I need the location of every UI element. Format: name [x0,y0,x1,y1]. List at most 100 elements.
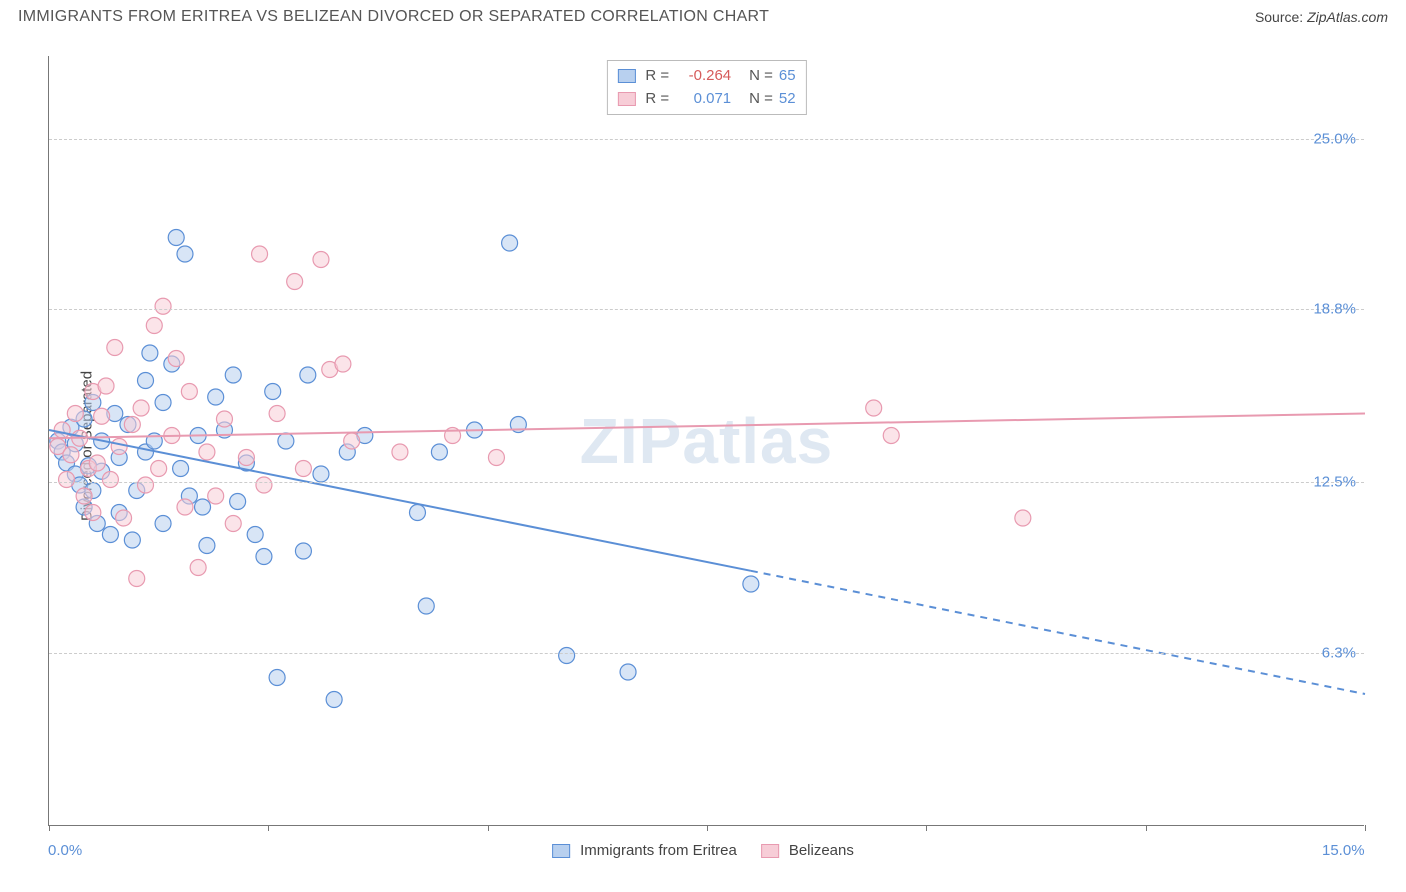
data-point-eritrea [620,664,636,680]
r-label: R = [645,65,669,88]
legend-item-belizeans: Belizeans [761,842,854,859]
data-point-belizeans [883,428,899,444]
gridline [49,482,1364,483]
data-point-belizeans [225,516,241,532]
data-point-eritrea [138,373,154,389]
data-point-belizeans [335,356,351,372]
legend-label-belizeans: Belizeans [789,842,854,859]
data-point-eritrea [256,549,272,565]
data-point-eritrea [102,527,118,543]
data-point-eritrea [124,532,140,548]
data-point-belizeans [138,477,154,493]
y-tick-label: 18.8% [1313,301,1356,318]
legend-row-eritrea: R = -0.264 N = 65 [617,65,795,88]
data-point-belizeans [124,417,140,433]
swatch-blue-icon [617,69,635,83]
data-point-eritrea [418,598,434,614]
data-point-belizeans [111,439,127,455]
gridline [49,309,1364,310]
data-point-belizeans [116,510,132,526]
data-point-belizeans [344,433,360,449]
data-point-belizeans [76,488,92,504]
data-point-eritrea [265,384,281,400]
data-point-belizeans [181,384,197,400]
data-point-belizeans [295,461,311,477]
x-axis-min-label: 0.0% [48,842,82,859]
source-value: ZipAtlas.com [1307,9,1388,25]
source-label: Source: [1255,9,1303,25]
data-point-belizeans [54,422,70,438]
data-point-eritrea [155,516,171,532]
data-point-eritrea [155,395,171,411]
r-label: R = [645,88,669,111]
data-point-eritrea [295,543,311,559]
data-point-eritrea [142,345,158,361]
trend-line-dashed-eritrea [751,571,1365,694]
data-point-belizeans [98,378,114,394]
data-point-belizeans [256,477,272,493]
data-point-belizeans [177,499,193,515]
data-point-belizeans [102,472,118,488]
data-point-belizeans [59,472,75,488]
x-tick [1365,825,1366,831]
data-point-belizeans [488,450,504,466]
data-point-belizeans [168,351,184,367]
n-label: N = [749,88,773,111]
data-point-eritrea [559,648,575,664]
data-point-eritrea [313,466,329,482]
data-point-eritrea [300,367,316,383]
data-point-belizeans [129,571,145,587]
gridline [49,653,1364,654]
data-point-belizeans [190,560,206,576]
data-point-eritrea [278,433,294,449]
x-tick [488,825,489,831]
data-point-belizeans [252,246,268,262]
n-value-belizeans: 52 [779,88,796,111]
data-point-belizeans [151,461,167,477]
data-point-eritrea [431,444,447,460]
data-point-belizeans [155,298,171,314]
data-point-belizeans [1015,510,1031,526]
data-point-eritrea [230,494,246,510]
data-point-eritrea [195,499,211,515]
data-point-belizeans [216,411,232,427]
scatter-svg [49,56,1364,825]
gridline [49,139,1364,140]
data-point-eritrea [173,461,189,477]
legend-row-belizeans: R = 0.071 N = 52 [617,88,795,111]
data-point-eritrea [502,235,518,251]
series-legend: Immigrants from Eritrea Belizeans [552,842,854,859]
r-value-belizeans: 0.071 [675,88,731,111]
data-point-eritrea [225,367,241,383]
data-point-belizeans [866,400,882,416]
trend-line-belizeans [49,414,1365,439]
data-point-belizeans [89,455,105,471]
x-axis-max-label: 15.0% [1322,842,1365,859]
data-point-belizeans [313,252,329,268]
data-point-belizeans [208,488,224,504]
legend-item-eritrea: Immigrants from Eritrea [552,842,737,859]
chart-title: IMMIGRANTS FROM ERITREA VS BELIZEAN DIVO… [18,8,769,26]
x-tick [926,825,927,831]
data-point-belizeans [107,340,123,356]
y-tick-label: 12.5% [1313,474,1356,491]
data-point-belizeans [392,444,408,460]
data-point-eritrea [326,692,342,708]
swatch-blue-icon [552,844,570,858]
data-point-eritrea [409,505,425,521]
data-point-eritrea [199,538,215,554]
data-point-eritrea [168,230,184,246]
data-point-eritrea [743,576,759,592]
n-label: N = [749,65,773,88]
data-point-belizeans [238,450,254,466]
data-point-belizeans [287,274,303,290]
data-point-belizeans [146,318,162,334]
swatch-pink-icon [617,92,635,106]
correlation-legend: R = -0.264 N = 65 R = 0.071 N = 52 [606,60,806,115]
data-point-eritrea [269,670,285,686]
data-point-belizeans [67,406,83,422]
data-point-eritrea [208,389,224,405]
legend-label-eritrea: Immigrants from Eritrea [580,842,737,859]
x-tick [707,825,708,831]
y-tick-label: 25.0% [1313,130,1356,147]
